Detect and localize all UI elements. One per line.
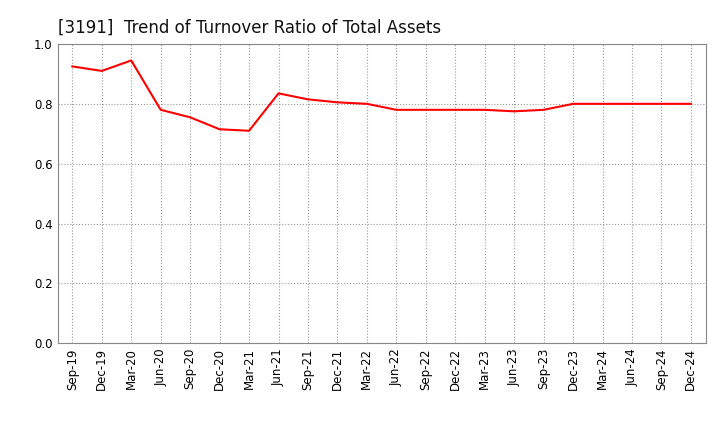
Text: [3191]  Trend of Turnover Ratio of Total Assets: [3191] Trend of Turnover Ratio of Total … bbox=[58, 19, 441, 37]
